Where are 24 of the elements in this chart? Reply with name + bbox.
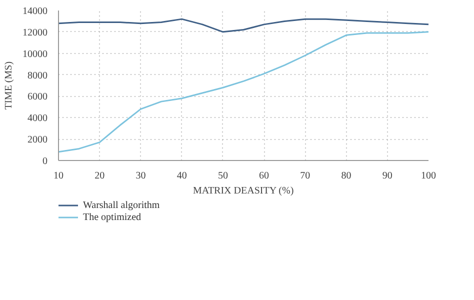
legend-label: The optimized xyxy=(83,211,142,223)
y-tick-label: 10000 xyxy=(22,48,48,60)
y-tick-label: 14000 xyxy=(22,6,48,17)
line-series xyxy=(58,18,428,33)
x-tick-label: 70 xyxy=(300,170,310,182)
x-tick-label: 80 xyxy=(341,170,352,182)
x-tick-label: 30 xyxy=(136,170,146,182)
x-tick-label: 90 xyxy=(382,170,392,182)
x-tick-label: 50 xyxy=(218,170,228,182)
x-tick-label: 100 xyxy=(421,170,436,182)
legend-label: Warshall algorithm xyxy=(83,199,160,211)
y-tick-label: 0 xyxy=(42,156,48,167)
x-axis-title: MATRIX DEASITY (%) xyxy=(192,186,294,196)
y-tick-label: 6000 xyxy=(28,92,48,103)
x-tick-label: 10 xyxy=(54,170,64,182)
y-axis-title: TIME (MS) xyxy=(4,61,14,110)
y-tick-label: 8000 xyxy=(28,70,48,82)
y-tick-label: 2000 xyxy=(28,134,48,146)
x-tick-label: 20 xyxy=(94,170,105,182)
y-tick-label: 4000 xyxy=(28,113,48,124)
x-tick-label: 40 xyxy=(176,170,187,182)
y-tick-label: 12000 xyxy=(22,27,48,38)
x-tick-label: 60 xyxy=(259,170,270,182)
line-series xyxy=(58,31,428,153)
